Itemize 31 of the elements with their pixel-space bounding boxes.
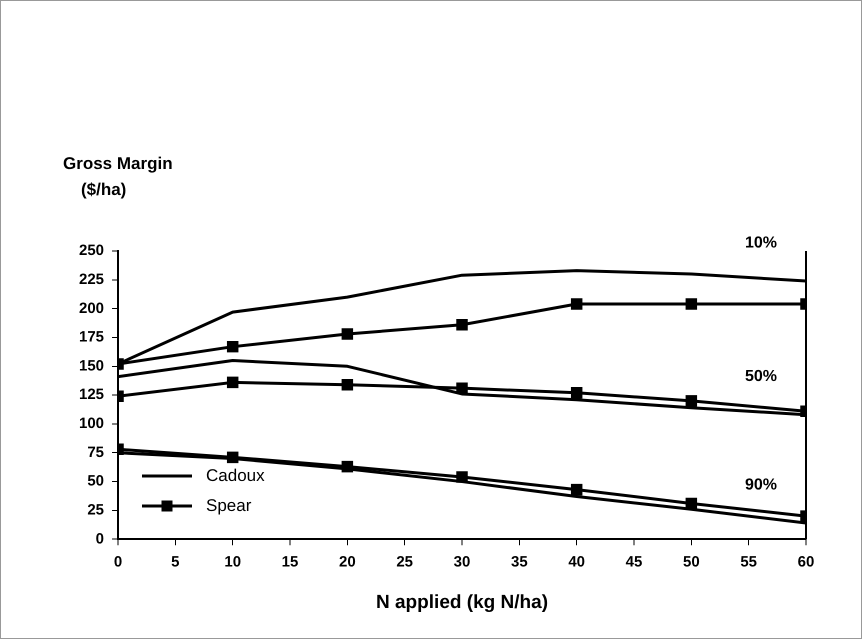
annotation: 50% bbox=[744, 368, 778, 386]
x-tick-label: 10 bbox=[224, 553, 242, 570]
x-tick-label: 15 bbox=[282, 553, 298, 570]
legend-label: Cadoux bbox=[206, 466, 265, 486]
x-tick-label: 35 bbox=[511, 553, 528, 570]
y-tick-label: 50 bbox=[87, 472, 104, 490]
legend-label: Spear bbox=[206, 496, 252, 516]
x-tick-label: 5 bbox=[171, 553, 180, 570]
x-tick-label: 20 bbox=[339, 553, 356, 570]
annotation: 90% bbox=[744, 476, 778, 494]
x-tick-label: 60 bbox=[798, 553, 814, 570]
x-tick-label: 50 bbox=[682, 553, 700, 570]
x-tick-label: 0 bbox=[114, 553, 122, 570]
x-tick-label: 55 bbox=[740, 553, 758, 570]
x-tick-label: 40 bbox=[568, 553, 586, 570]
x-tick-label: 25 bbox=[396, 553, 414, 570]
y-tick-label: 0 bbox=[96, 530, 104, 548]
y-tick-label: 125 bbox=[78, 386, 104, 404]
y-tick-label: 150 bbox=[78, 357, 104, 374]
y-tick-label: 225 bbox=[78, 270, 104, 288]
y-tick-label: 25 bbox=[87, 502, 104, 519]
annotation: 10% bbox=[744, 234, 778, 252]
y-tick-label: 100 bbox=[78, 415, 104, 432]
x-tick-label: 30 bbox=[454, 553, 470, 570]
y-tick-label: 175 bbox=[78, 328, 104, 346]
y-tick-label: 250 bbox=[78, 242, 104, 260]
y-axis-title: Gross Margin ($/ha) bbox=[63, 154, 173, 198]
x-tick-label: 45 bbox=[626, 553, 642, 570]
y-tick-label: 200 bbox=[78, 300, 104, 317]
x-axis-title: N applied (kg N/ha) bbox=[376, 592, 548, 613]
y-tick-label: 75 bbox=[87, 444, 104, 461]
